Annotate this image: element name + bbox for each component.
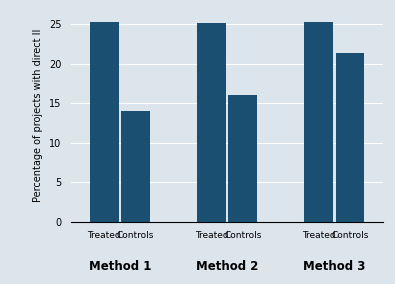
Bar [336,53,364,222]
Bar [121,111,150,222]
Text: Method 1: Method 1 [88,260,151,273]
Bar [228,95,257,222]
Bar [197,23,226,222]
Y-axis label: Percentage of projects with direct II: Percentage of projects with direct II [33,28,43,202]
Text: Method 2: Method 2 [196,260,258,273]
Bar [90,22,118,222]
Text: Method 3: Method 3 [303,260,366,273]
Bar [305,22,333,222]
